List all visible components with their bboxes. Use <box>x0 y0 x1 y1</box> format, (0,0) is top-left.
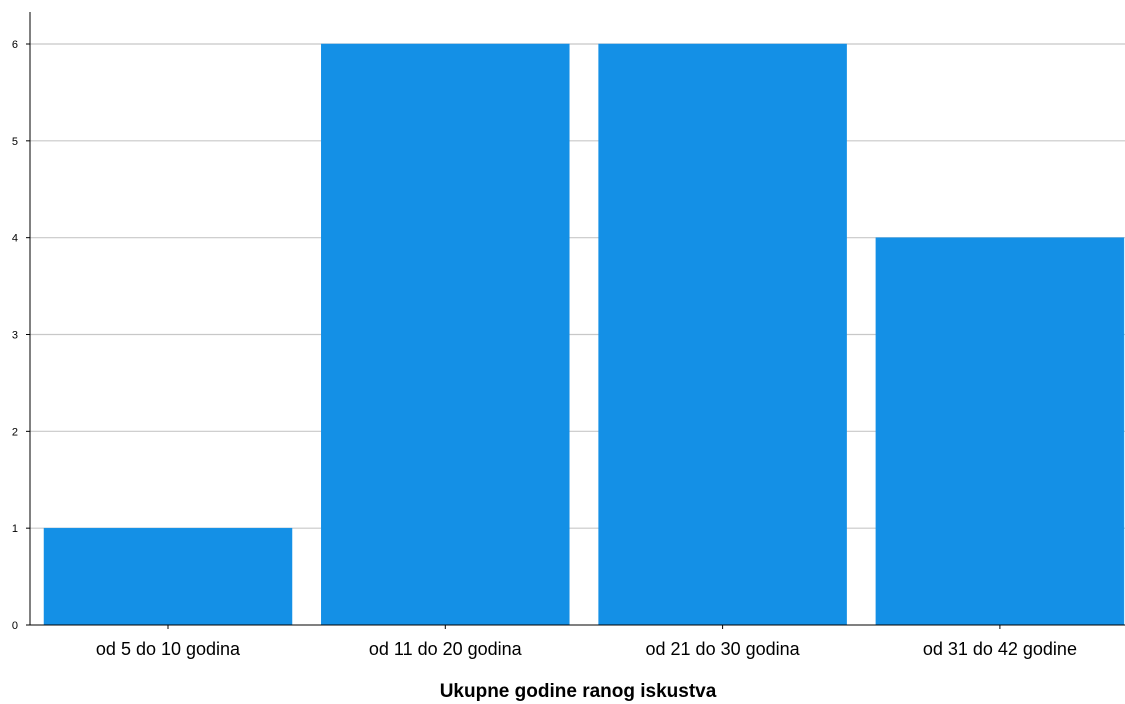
x-tick-labels: od 5 do 10 godina od 11 do 20 godina od 21… <box>96 625 1077 659</box>
y-tick-label: 1 <box>12 523 18 535</box>
bars <box>43 43 1125 626</box>
x-axis-title: Ukupne godine ranog iskustva <box>440 681 717 702</box>
x-tick-label: od 5 do 10 godina <box>96 639 241 659</box>
y-tick-label: 4 <box>12 233 18 245</box>
y-tick-label: 2 <box>12 426 18 438</box>
bar <box>321 43 570 626</box>
x-tick-label: od 21 do 30 godina <box>646 639 801 659</box>
y-tick-label: 6 <box>12 39 18 51</box>
bar <box>598 43 847 626</box>
bar <box>43 527 293 626</box>
axes <box>29 12 1125 626</box>
y-tick-label: 5 <box>12 136 18 148</box>
x-tick-label: od 11 do 20 godina <box>369 639 523 659</box>
y-tick-labels: 0 1 2 3 4 5 6 <box>12 39 30 632</box>
x-tick-label: od 31 do 42 godine <box>923 639 1077 659</box>
bar <box>875 237 1125 626</box>
y-tick-label: 3 <box>12 330 18 342</box>
y-tick-label: 0 <box>12 620 18 632</box>
